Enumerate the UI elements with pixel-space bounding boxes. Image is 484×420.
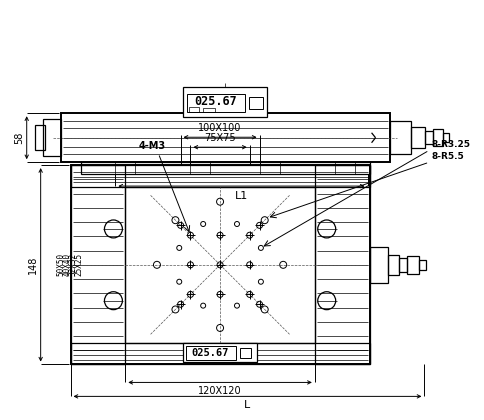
Text: 8-R3.25: 8-R3.25 (431, 140, 470, 149)
Text: 32X32: 32X32 (69, 253, 77, 276)
Bar (80, 162, 370, 174)
Text: 75X75: 75X75 (204, 133, 236, 143)
Bar (240, 347, 252, 357)
Bar (315, 165, 370, 365)
Bar (408, 256, 420, 274)
Text: 50X50: 50X50 (57, 253, 66, 276)
Bar (190, 162, 210, 174)
Bar (71, 165, 125, 365)
Bar (60, 113, 390, 162)
Text: 120X120: 120X120 (198, 386, 242, 396)
Text: 58: 58 (14, 131, 24, 144)
Bar (443, 133, 449, 142)
Bar (186, 346, 236, 360)
Text: 4-M3: 4-M3 (138, 141, 166, 151)
Text: L: L (244, 400, 251, 410)
Bar (183, 87, 267, 117)
Bar (35, 125, 45, 150)
Text: 100X100: 100X100 (198, 123, 242, 133)
Bar (182, 343, 257, 362)
Bar (249, 97, 263, 109)
Text: 025.67: 025.67 (192, 347, 229, 357)
Bar (43, 119, 60, 156)
Bar (71, 165, 370, 187)
Bar (399, 258, 408, 272)
Bar (388, 255, 399, 275)
Bar (187, 94, 245, 112)
Bar (71, 343, 370, 365)
Text: 148: 148 (28, 256, 38, 274)
Bar (260, 162, 280, 174)
Bar (335, 162, 355, 174)
Bar (425, 131, 433, 144)
Bar (203, 108, 215, 112)
Bar (390, 121, 411, 154)
Text: 025.67: 025.67 (195, 95, 238, 108)
Bar (125, 187, 315, 343)
Text: 8-R5.5: 8-R5.5 (431, 152, 464, 161)
Bar (189, 108, 199, 112)
Text: 40X40: 40X40 (62, 253, 72, 276)
Bar (433, 129, 443, 146)
Bar (71, 165, 370, 365)
Text: 25X25: 25X25 (75, 253, 84, 276)
Text: L1: L1 (235, 191, 248, 201)
Bar (420, 260, 426, 270)
Bar (370, 247, 388, 283)
Bar (115, 162, 136, 174)
Bar (411, 127, 425, 148)
